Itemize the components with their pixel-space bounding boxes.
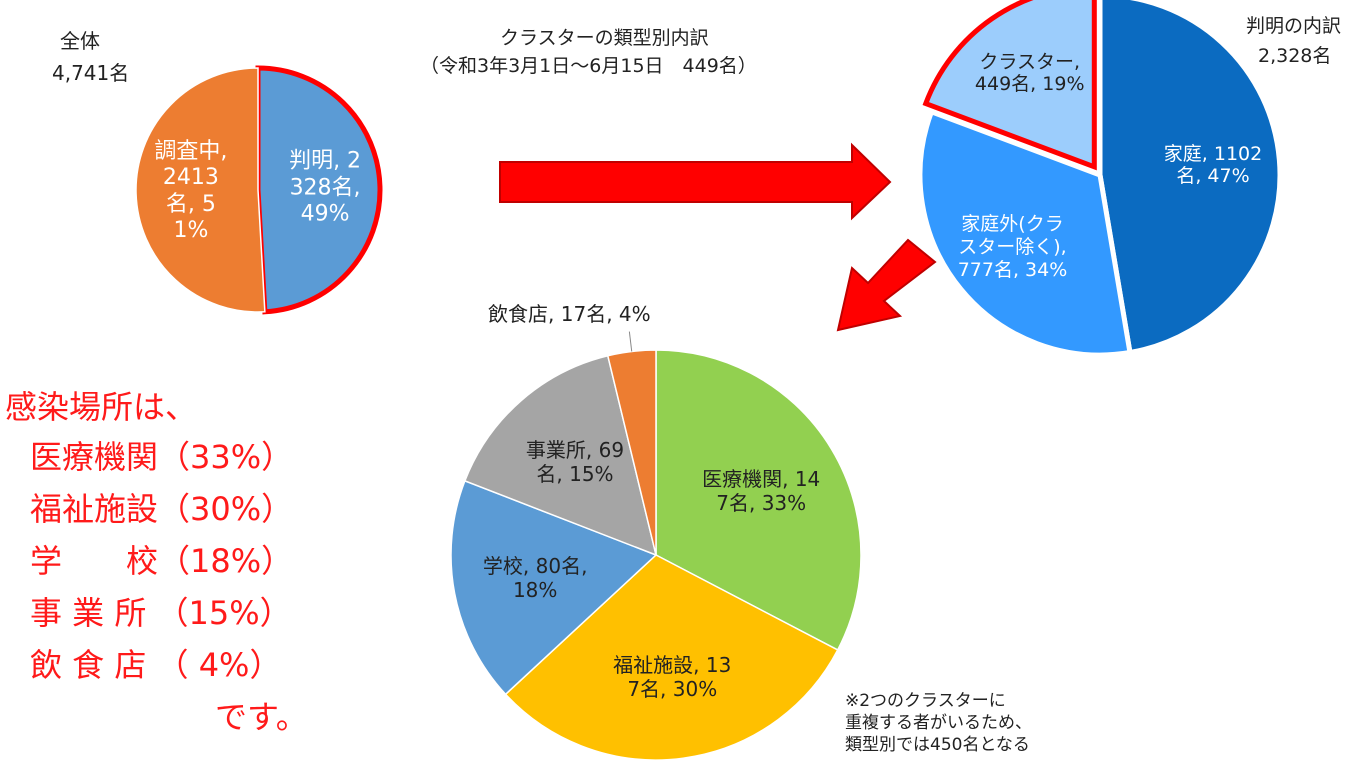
slice-label: 家庭, 1102名, 47% <box>1163 142 1263 188</box>
slice-label: 医療機関, 147名, 33% <box>702 467 821 516</box>
summary-line: です。 <box>215 698 308 736</box>
pie-slice <box>1097 0 1283 356</box>
pie-slice <box>450 479 658 696</box>
summary-line: 飲 食 店 （ 4%） <box>30 646 282 684</box>
arrow-right <box>499 142 892 221</box>
slice-label: 飲食店, 17名, 4% <box>488 301 651 326</box>
pie-slice <box>917 108 1133 358</box>
slice-label: クラスター, 449名, 19% <box>974 50 1085 96</box>
pie-slice <box>135 67 266 313</box>
slice-label: 家庭外(クラスター除く), 777名, 34% <box>957 212 1068 281</box>
leader-line <box>628 331 633 352</box>
pie-slice <box>655 349 862 651</box>
slice-label: 調査中, 2413名, 51% <box>154 139 228 244</box>
summary-line: 医療機関（33%） <box>30 438 294 476</box>
pie-slice <box>255 65 383 315</box>
chart-subtitle: 4,741名 <box>52 61 130 85</box>
chart-title: 全体 <box>60 29 100 53</box>
annotation: 類型別では450名となる <box>845 735 1030 755</box>
summary-line: 事 業 所 （15%） <box>30 594 292 632</box>
pie-slice <box>606 349 657 556</box>
summary-line: 学 校（18%） <box>30 542 294 580</box>
slice-label: 判明, 2328名, 49% <box>289 148 362 227</box>
slice-label: 福祉施設, 137名, 30% <box>613 652 732 701</box>
pie-slice <box>922 0 1097 171</box>
pie-slice <box>504 554 839 761</box>
slice-label: 学校, 80名, 18% <box>482 554 588 603</box>
arrow-down-left <box>836 238 937 332</box>
chart-subtitle: 2,328名 <box>1258 45 1332 67</box>
slice-label: 事業所, 69名, 15% <box>525 438 625 487</box>
annotation: 重複する者がいるため、 <box>845 713 1032 733</box>
summary-line: 感染場所は、 <box>5 388 198 426</box>
chart-subtitle: （令和3年3月1日～6月15日 449名） <box>420 55 757 77</box>
pie-slice <box>463 354 658 557</box>
chart-title: 判明の内訳 <box>1246 15 1342 37</box>
annotation: ※2つのクラスターに <box>845 691 1006 711</box>
summary-line: 福祉施設（30%） <box>30 490 294 528</box>
chart-title: クラスターの類型別内訳 <box>500 27 709 49</box>
